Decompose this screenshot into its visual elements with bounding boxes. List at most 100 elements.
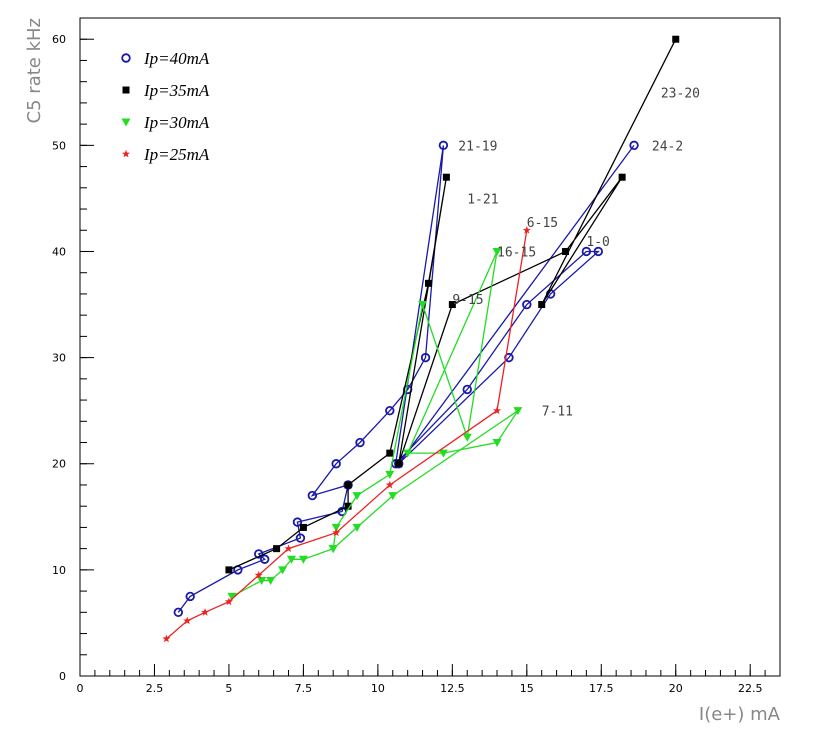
- data-point: [618, 173, 626, 181]
- data-point: [352, 492, 362, 501]
- data-point: [273, 545, 281, 553]
- data-point: [292, 517, 303, 527]
- data-point: [331, 459, 341, 469]
- data-point: [442, 173, 450, 181]
- y-tick-label: 30: [52, 352, 66, 365]
- point-annotation: 7-11: [542, 405, 573, 420]
- legend-marker: [122, 149, 130, 158]
- data-point: [448, 301, 456, 309]
- data-point: [173, 607, 183, 618]
- data-point: [298, 555, 308, 564]
- data-point: [438, 449, 448, 458]
- series-line: [165, 230, 528, 640]
- data-point: [201, 608, 210, 616]
- annotation-layer: 21-19 1-21 9-15 6-15 16-15 1-0 23-20 24-2 7-11: [452, 86, 700, 419]
- x-tick-label: 15: [520, 682, 534, 695]
- data-point: [418, 301, 428, 310]
- data-point: [425, 279, 433, 287]
- x-tick-label: 22.5: [738, 682, 763, 695]
- data-point: [492, 247, 502, 256]
- data-point: [266, 576, 276, 585]
- legend-label: Ip=40mA: [143, 49, 210, 68]
- data-point: [227, 592, 237, 601]
- data-point: [307, 490, 318, 501]
- data-point: [254, 549, 264, 559]
- x-tick-label: 7.5: [295, 682, 313, 695]
- data-point: [462, 433, 472, 442]
- legend-label: Ip=30mA: [143, 113, 210, 132]
- data-point: [395, 460, 403, 468]
- data-point: [286, 555, 296, 564]
- data-point: [420, 352, 431, 363]
- legend-label: Ip=25mA: [143, 145, 210, 164]
- data-point: [162, 634, 171, 643]
- series-2: [225, 35, 680, 574]
- data-point: [278, 566, 288, 575]
- legend-marker: [121, 118, 131, 127]
- y-tick-label: 0: [59, 670, 66, 683]
- y-tick-label: 60: [52, 33, 66, 46]
- legend-item: Ip=25mA: [122, 145, 210, 164]
- data-point: [344, 481, 352, 489]
- data-point: [672, 35, 680, 43]
- data-point: [284, 544, 293, 553]
- legend-item: Ip=35mA: [122, 81, 210, 100]
- series-1: [173, 140, 639, 618]
- data-point: [299, 523, 307, 531]
- y-tick-label: 40: [52, 245, 66, 258]
- data-point: [355, 437, 365, 448]
- series-3: [227, 247, 523, 601]
- x-tick-label: 5: [225, 682, 232, 695]
- data-point: [403, 449, 413, 458]
- point-annotation: 9-15: [452, 293, 483, 308]
- data-point: [438, 140, 449, 151]
- legend-marker: [122, 86, 130, 94]
- data-point: [332, 528, 341, 537]
- x-tick-label: 0: [77, 682, 84, 695]
- data-point: [257, 576, 267, 585]
- legend-item: Ip=30mA: [121, 113, 210, 132]
- x-axis-title: I(e+) mA: [699, 704, 781, 725]
- legend: Ip=40mA Ip=35mA Ip=30mA Ip=25mA: [121, 49, 210, 164]
- x-tick-label: 12.5: [440, 682, 465, 695]
- data-point: [254, 570, 263, 579]
- data-point: [492, 439, 502, 448]
- x-tick-label: 17.5: [589, 682, 614, 695]
- y-axis-title: C5 rate kHz: [24, 18, 45, 123]
- legend-label: Ip=35mA: [143, 81, 210, 100]
- series-layer: [162, 35, 680, 643]
- data-point: [388, 492, 398, 501]
- data-point: [344, 502, 352, 510]
- data-point: [593, 246, 603, 257]
- series-line: [228, 38, 677, 571]
- axis-ticks: 0 2.5 5 7.5 10 12.5 15 17.5 20 22.5 0 10 20 30 40 50 60: [52, 17, 781, 695]
- data-point: [385, 470, 395, 479]
- x-tick-label: 2.5: [146, 682, 164, 695]
- series-4: [162, 226, 531, 643]
- legend-marker: [121, 53, 131, 63]
- point-annotation: 1-0: [586, 235, 609, 250]
- data-point: [493, 406, 502, 415]
- data-point: [462, 384, 472, 395]
- data-point: [328, 545, 338, 554]
- data-point: [183, 616, 192, 625]
- data-point: [562, 247, 570, 255]
- point-annotation: 24-2: [652, 139, 683, 154]
- data-point: [581, 246, 592, 257]
- data-point: [522, 226, 531, 234]
- point-annotation: 21-19: [458, 139, 497, 154]
- point-annotation: 1-21: [467, 192, 498, 207]
- data-point: [259, 554, 270, 564]
- data-point: [522, 299, 532, 310]
- data-point: [352, 523, 362, 532]
- data-point: [629, 140, 639, 151]
- x-tick-label: 20: [669, 682, 683, 695]
- data-point: [224, 597, 233, 606]
- y-tick-label: 50: [52, 139, 66, 152]
- plot-frame: [79, 17, 781, 677]
- point-annotation: 6-15: [527, 216, 558, 231]
- y-tick-label: 10: [52, 564, 66, 577]
- series-line: [177, 145, 635, 613]
- data-point: [385, 405, 395, 416]
